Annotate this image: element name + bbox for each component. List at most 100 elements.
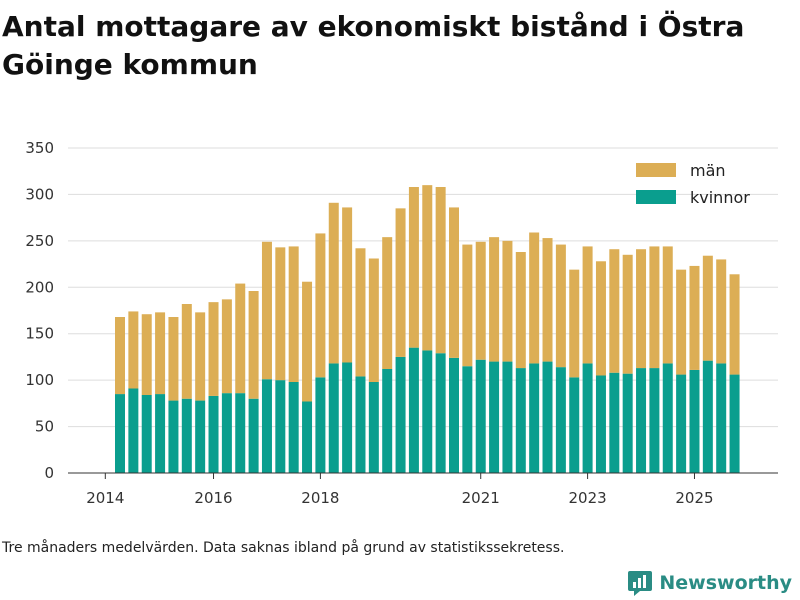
bar-men-16 — [328, 202, 339, 364]
bar-men-4 — [168, 317, 179, 401]
bar-women-36 — [595, 375, 606, 473]
bar-men-41 — [662, 246, 673, 364]
y-tick-label-350: 350 — [25, 139, 54, 157]
bar-women-30 — [515, 368, 526, 473]
bar-women-6 — [195, 400, 206, 473]
bar-women-1 — [128, 388, 139, 473]
x-tick-label-2016: 2016 — [194, 489, 232, 507]
bar-men-43 — [689, 265, 700, 370]
bar-men-38 — [622, 254, 633, 374]
bar-men-36 — [595, 261, 606, 376]
bar-men-20 — [382, 237, 393, 369]
bar-men-30 — [515, 252, 526, 369]
bars — [115, 185, 740, 473]
y-tick-label-150: 150 — [25, 325, 54, 343]
bar-men-45 — [716, 259, 727, 364]
page-title: Antal mottagare av ekonomiskt bistånd i … — [2, 10, 745, 81]
bar-men-44 — [702, 255, 713, 361]
bar-women-35 — [582, 363, 593, 473]
bar-men-23 — [422, 185, 433, 351]
bar-women-34 — [569, 377, 580, 473]
bar-men-15 — [315, 233, 326, 378]
bar-women-14 — [302, 401, 313, 473]
bar-women-4 — [168, 400, 179, 473]
bar-women-38 — [622, 373, 633, 473]
bar-men-42 — [676, 269, 687, 375]
legend-swatch-men — [636, 163, 676, 177]
bar-women-33 — [555, 367, 566, 473]
bar-women-3 — [155, 394, 166, 473]
x-tick-label-2014: 2014 — [86, 489, 124, 507]
bar-women-44 — [702, 360, 713, 473]
bar-women-27 — [475, 359, 486, 473]
bar-women-11 — [261, 379, 272, 473]
bar-men-1 — [128, 311, 139, 389]
bar-men-21 — [395, 208, 406, 357]
bar-men-37 — [609, 249, 620, 373]
brand-name: Newsworthy — [659, 572, 792, 594]
legend: män kvinnor — [636, 161, 750, 207]
bar-men-0 — [115, 317, 125, 395]
bar-women-8 — [221, 393, 232, 473]
bar-men-27 — [475, 241, 486, 360]
bar-men-2 — [141, 314, 152, 395]
bar-women-42 — [676, 374, 687, 473]
y-tick-label-300: 300 — [25, 185, 54, 203]
legend-swatch-women — [636, 190, 676, 204]
bar-women-17 — [342, 362, 353, 473]
bar-women-39 — [636, 368, 647, 473]
bar-women-41 — [662, 363, 673, 473]
y-tick-label-50: 50 — [35, 418, 54, 436]
x-tick-label-2018: 2018 — [301, 489, 339, 507]
x-tick-label-2025: 2025 — [675, 489, 713, 507]
bar-women-9 — [235, 393, 246, 473]
y-tick-label-200: 200 — [25, 278, 54, 296]
bar-women-20 — [382, 369, 393, 473]
bar-men-12 — [275, 247, 286, 381]
bar-women-25 — [449, 357, 459, 473]
bar-men-24 — [435, 187, 446, 354]
bar-men-13 — [288, 246, 299, 382]
bar-women-40 — [649, 368, 660, 473]
bar-men-5 — [181, 304, 192, 399]
bar-men-3 — [155, 312, 166, 395]
bar-men-29 — [502, 240, 513, 362]
y-tick-label-250: 250 — [25, 232, 54, 250]
legend-label-men: män — [690, 161, 726, 180]
bar-men-39 — [636, 249, 647, 369]
legend-label-women: kvinnor — [690, 188, 750, 207]
bar-women-45 — [716, 363, 727, 473]
bar-men-26 — [462, 244, 473, 367]
bar-men-10 — [248, 291, 259, 399]
bar-women-28 — [489, 361, 500, 473]
bar-women-0 — [115, 394, 125, 473]
bar-women-23 — [422, 350, 433, 473]
bar-men-22 — [408, 187, 419, 348]
bar-women-37 — [609, 372, 620, 473]
footnote: Tre månaders medelvärden. Data saknas ib… — [2, 540, 565, 556]
brand-logo[interactable]: Newsworthy — [627, 568, 792, 598]
x-axis-ticks: 2014 2016 2018 2021 2023 2025 — [86, 473, 714, 507]
bar-men-14 — [302, 281, 313, 402]
y-tick-label-100: 100 — [25, 371, 54, 389]
bar-women-5 — [181, 398, 192, 473]
bar-women-7 — [208, 395, 219, 473]
x-tick-label-2021: 2021 — [462, 489, 500, 507]
bar-men-19 — [368, 258, 379, 382]
bar-men-18 — [355, 248, 366, 377]
bar-women-15 — [315, 377, 326, 473]
bar-women-29 — [502, 361, 513, 473]
bar-women-24 — [435, 353, 446, 473]
bar-women-46 — [729, 374, 740, 473]
y-tick-label-0: 0 — [44, 464, 54, 482]
bar-men-6 — [195, 312, 206, 401]
bar-men-34 — [569, 269, 580, 378]
bar-women-31 — [529, 363, 540, 473]
bar-men-8 — [221, 299, 232, 394]
y-axis-ticks: 0 50 100 150 200 250 300 350 — [25, 139, 54, 482]
bar-women-19 — [368, 382, 379, 473]
bar-men-35 — [582, 246, 593, 364]
bar-women-43 — [689, 369, 700, 473]
bar-women-2 — [141, 395, 152, 473]
